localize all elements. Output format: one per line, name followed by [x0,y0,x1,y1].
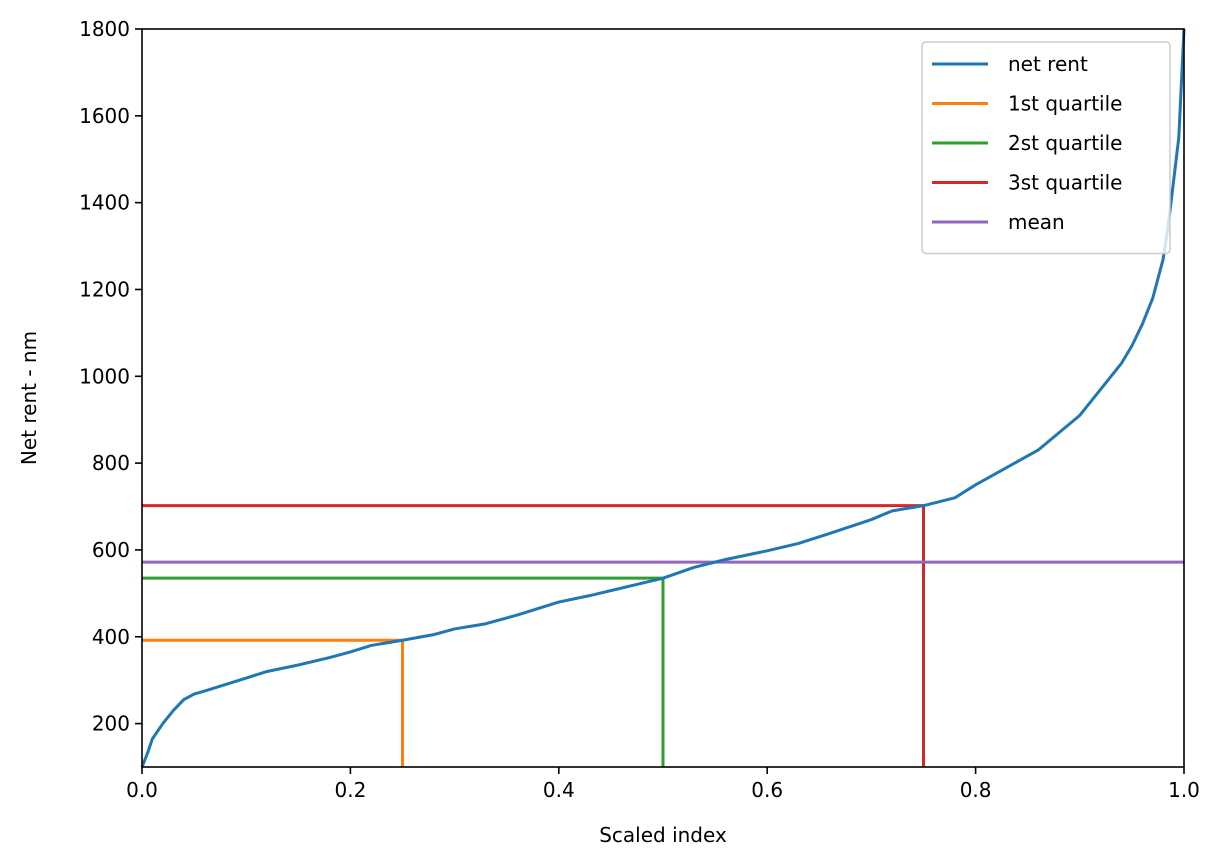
y-tick-label: 1200 [79,277,130,301]
y-tick-label: 800 [92,451,130,475]
series-line-net-rent [140,28,1186,768]
y-tick-label: 200 [92,712,130,736]
y-tick-label: 400 [92,625,130,649]
y-tick-label: 1400 [79,191,130,215]
x-axis-label: Scaled index [599,823,727,847]
x-tick-label: 0.2 [334,778,366,802]
y-tick-label: 600 [92,538,130,562]
y-tick-label: 1800 [79,17,130,41]
plot-lines [140,28,1186,768]
legend-label: 3st quartile [1008,171,1122,195]
y-tick-label: 1000 [79,364,130,388]
legend-box [921,41,1171,255]
x-tick-label: 0.4 [543,778,575,802]
legend-label: mean [1008,210,1065,234]
y-axis: 200 400 600 800 1000 1200 1400 1600 1800 [79,17,142,736]
legend-label: 1st quartile [1008,92,1122,116]
legend-label: net rent [1008,52,1088,76]
legend: net rent 1st quartile 2st quartile 3st quar… [921,41,1171,255]
y-tick-label: 1600 [79,104,130,128]
x-tick-label: 0.0 [126,778,158,802]
x-axis: 0.0 0.2 0.4 0.6 0.8 1.0 [126,767,1200,802]
x-tick-label: 0.8 [960,778,992,802]
ref-line-3st-quartile [142,504,925,767]
legend-label: 2st quartile [1008,131,1122,155]
plot-frame [141,28,1185,768]
y-axis-label: Net rent - nm [17,331,41,465]
x-tick-label: 0.6 [751,778,783,802]
x-tick-label: 1.0 [1168,778,1200,802]
